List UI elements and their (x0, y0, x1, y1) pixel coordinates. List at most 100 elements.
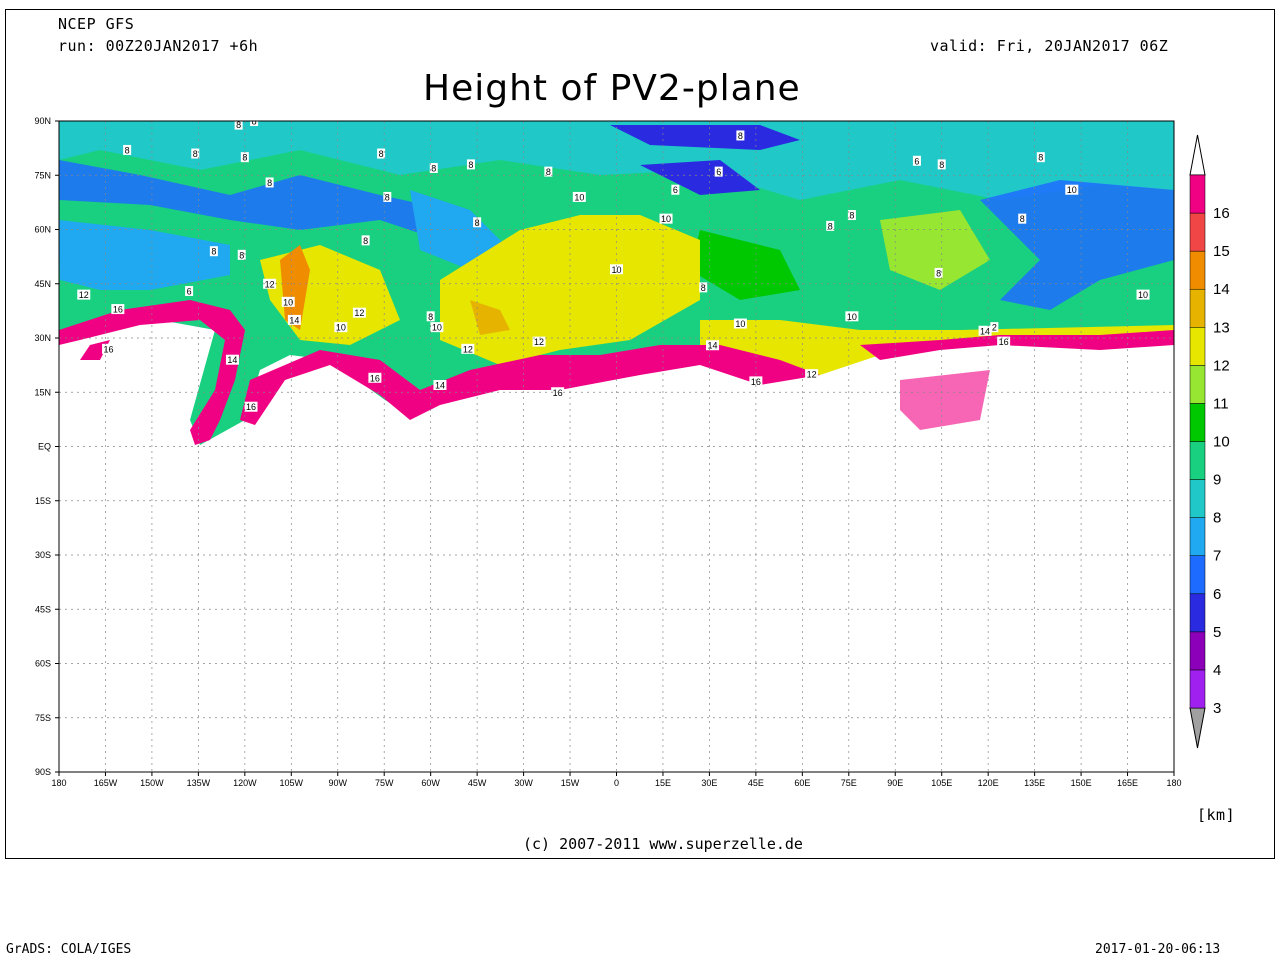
lon-label: 45E (748, 778, 764, 788)
lat-label: 15S (35, 496, 51, 506)
contour-label-text: 2 (992, 323, 997, 333)
lat-label: 90S (35, 767, 51, 777)
contour-label: 14 (287, 314, 301, 325)
lat-label: 15N (34, 387, 51, 397)
contour-label-text: 10 (611, 265, 621, 275)
contour-label-bg (847, 210, 856, 221)
lon-label: 15W (561, 778, 580, 788)
contour-label-bg (123, 144, 132, 155)
contour-label: 10 (572, 191, 586, 202)
contour-label: 16 (749, 376, 763, 387)
lon-label: 150W (140, 778, 164, 788)
contour-label-bg (1036, 152, 1045, 163)
contour-label: 10 (1136, 289, 1150, 300)
lon-label: 105E (931, 778, 952, 788)
colorbar-level-label: 13 (1213, 319, 1230, 336)
colorbar-swatch (1189, 517, 1206, 556)
contour-label-bg (281, 296, 295, 307)
lon-label: 45W (468, 778, 487, 788)
contour-label: 14 (225, 354, 239, 365)
contour-label: 8 (736, 130, 745, 141)
lon-label: 75E (841, 778, 857, 788)
contour-label-bg (426, 311, 435, 322)
lat-label: 45N (34, 279, 51, 289)
contour-label: 14 (433, 380, 447, 391)
contour-label-text: 8 (431, 164, 436, 174)
software-credit: GrADS: COLA/IGES (6, 942, 132, 957)
colorbar-level-label: 3 (1213, 700, 1221, 717)
colorbar-swatch (1189, 441, 1206, 480)
colorbar-level-label: 15 (1213, 243, 1230, 260)
contour-label-text: 16 (751, 377, 761, 387)
contour-label: 10 (845, 311, 859, 322)
lon-label: 120E (978, 778, 999, 788)
contour-label-bg (733, 318, 747, 329)
colorbar-level-label: 10 (1213, 434, 1230, 451)
contour-label-text: 8 (363, 236, 368, 246)
contour-label: 10 (659, 213, 673, 224)
contour-label-bg (934, 267, 943, 278)
contour-label-text: 8 (267, 178, 272, 188)
contour-label-bg (225, 354, 239, 365)
contour-label-bg (77, 289, 91, 300)
contour-label-bg (912, 155, 921, 166)
contour-label-text: 16 (246, 402, 256, 412)
contour-label-text: 16 (113, 305, 123, 315)
colorbar-level-label: 5 (1213, 624, 1221, 641)
contour-label-bg (706, 340, 720, 351)
contour-label-text: 8 (125, 145, 130, 155)
lat-label: 60S (35, 659, 51, 669)
contour-label-bg (433, 380, 447, 391)
contour-label-text: 8 (936, 268, 941, 278)
lon-label: 30W (514, 778, 533, 788)
contour-label-bg (237, 249, 246, 260)
contour-label: 16 (111, 304, 125, 315)
contour-label-text: 10 (336, 323, 346, 333)
contour-label: 6 (714, 166, 723, 177)
colorbar-swatch (1189, 288, 1206, 328)
lon-label: 180 (51, 778, 66, 788)
contour-label-text: 14 (227, 355, 237, 365)
colorbar-swatch (1189, 250, 1206, 290)
contour-label-text: 6 (673, 185, 678, 195)
contour-label: 8 (466, 159, 475, 170)
axis-labels: 90N75N60N45N30N15NEQ15S30S45S60S75S90S18… (34, 116, 1181, 788)
contour-label: 10 (430, 322, 444, 333)
colorbar-level-label: 11 (1213, 395, 1229, 412)
contour-label-bg (287, 314, 301, 325)
lat-label: EQ (38, 442, 51, 452)
lon-label: 75W (375, 778, 394, 788)
contour-label-bg (845, 311, 859, 322)
contour-label: 10 (733, 318, 747, 329)
contour-label-bg (749, 376, 763, 387)
colorbar: 3 4 5 6 7 8 9 10 11 12 13 14 15 16 (1189, 134, 1230, 749)
colorbar-swatch (1189, 631, 1206, 671)
contour-label-text: 6 (187, 286, 192, 296)
contour-label-bg (978, 325, 992, 336)
contour-label-bg (383, 191, 392, 202)
contour-label-bg (430, 322, 444, 333)
contour-label: 6 (671, 184, 680, 195)
lat-label: 75N (34, 170, 51, 180)
contour-label: 6 (185, 285, 194, 296)
contour-label-text: 8 (193, 149, 198, 159)
contour-label-text: 8 (211, 247, 216, 257)
contour-label-bg (377, 148, 386, 159)
contour-label-text: 8 (385, 192, 390, 202)
lon-label: 90E (887, 778, 903, 788)
contour-label-text: 8 (236, 120, 241, 130)
contour-label: 8 (473, 217, 482, 228)
contour-label-text: 16 (553, 388, 563, 398)
model-name: NCEP GFS (58, 15, 135, 33)
contour-label: 8 (250, 121, 259, 127)
lon-label: 0 (614, 778, 619, 788)
lat-label: 90N (34, 116, 51, 126)
lon-label: 135W (187, 778, 211, 788)
unit-label: [km] (1197, 806, 1236, 824)
lon-label: 30E (701, 778, 717, 788)
contour-label-bg (473, 217, 482, 228)
contour-label-text: 8 (701, 283, 706, 293)
contour-label-bg (572, 191, 586, 202)
contour-label: 8 (934, 267, 943, 278)
lon-label: 120W (233, 778, 257, 788)
